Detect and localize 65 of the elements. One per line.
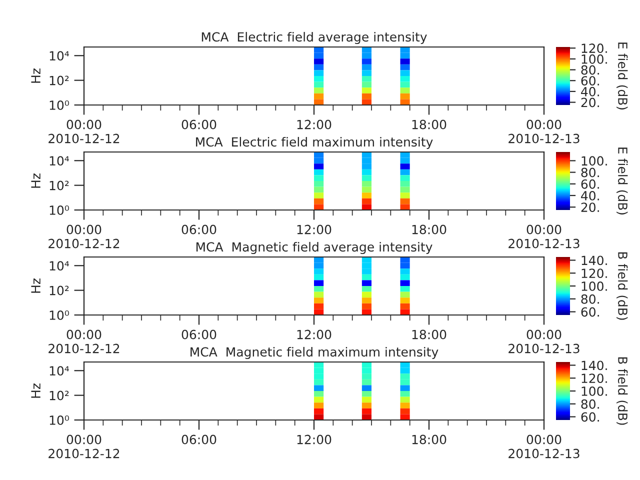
chart-title: MCA Magnetic field average intensity: [196, 242, 432, 254]
x-tick-label: 12:00: [297, 330, 332, 340]
color-bar-label: 120.: [582, 374, 607, 384]
color-bar-label: 80.: [581, 294, 599, 304]
x-tick-label: 12:00: [297, 120, 332, 130]
y-axis-title: Hz: [31, 278, 40, 293]
color-bar-label: 100.: [582, 54, 607, 64]
color-bar-label: 120.: [582, 44, 607, 54]
color-bar-label: 40.: [581, 86, 599, 96]
x-tick-label: 12:00: [297, 434, 332, 444]
y-tick-label: 10⁰: [50, 100, 69, 110]
color-bar-title: B field (dB): [616, 357, 628, 425]
color-bar-label: 140.: [582, 360, 607, 370]
color-bar-label: 80.: [581, 168, 599, 178]
chart-title: MCA Electric field maximum intensity: [196, 136, 433, 150]
x-tick-label: 18:00: [412, 120, 446, 130]
x-tick-label: 00:00 2010-12-12: [48, 120, 120, 144]
x-tick-label: 06:00: [182, 434, 216, 444]
x-tick-label: 00:00 2010-12-13: [508, 434, 580, 458]
y-tick-label: 10⁴: [50, 51, 70, 61]
x-tick-label: 00:00 2010-12-12: [48, 224, 120, 248]
x-tick-label: 00:00 2010-12-12: [48, 434, 120, 458]
chart-title: MCA Magnetic field maximum intensity: [190, 346, 438, 360]
y-tick-label: 10⁴: [50, 261, 70, 271]
x-tick-label: 06:00: [182, 224, 216, 234]
x-tick-label: 00:00 2010-12-13: [508, 330, 580, 354]
color-bar-label: 140.: [582, 256, 607, 266]
chart-title: MCA Electric field average intensity: [202, 32, 427, 44]
x-tick-label: 12:00: [297, 224, 332, 234]
color-bar-label: 100.: [582, 156, 607, 166]
color-bar-label: 80.: [581, 399, 599, 409]
y-tick-label: 10²: [50, 390, 69, 400]
color-bar-label: 80.: [581, 65, 599, 75]
y-tick-label: 10⁴: [50, 156, 70, 166]
color-bar-label: 60.: [581, 76, 599, 86]
color-bar-label: 60.: [581, 307, 599, 317]
y-axis-title: Hz: [31, 384, 40, 398]
x-tick-label: 18:00: [412, 434, 446, 444]
color-bar-label: 100.: [582, 386, 607, 396]
y-axis-title: Hz: [31, 174, 40, 188]
y-tick-label: 10⁰: [50, 415, 69, 425]
color-bar-label: 60.: [581, 179, 599, 189]
x-tick-label: 00:00 2010-12-12: [48, 330, 120, 354]
y-tick-label: 10⁰: [50, 205, 69, 215]
x-tick-label: 06:00: [182, 120, 216, 130]
y-tick-label: 10⁰: [50, 310, 69, 320]
y-tick-label: 10²: [50, 76, 69, 86]
color-bar-label: 60.: [581, 412, 599, 422]
y-tick-label: 10²: [50, 180, 69, 190]
x-tick-label: 18:00: [412, 330, 446, 340]
color-bar-label: 20.: [581, 202, 599, 212]
color-bar-title: E field (dB): [616, 42, 628, 110]
x-tick-label: 00:00 2010-12-13: [508, 120, 580, 144]
x-tick-label: 06:00: [182, 330, 216, 340]
x-tick-label: 00:00 2010-12-13: [508, 224, 580, 248]
x-tick-label: 18:00: [412, 224, 446, 234]
color-bar-label: 20.: [581, 98, 599, 108]
y-tick-label: 10²: [50, 286, 69, 296]
color-bar-label: 120.: [582, 268, 607, 278]
color-bar-label: 40.: [581, 190, 599, 200]
y-axis-title: Hz: [31, 68, 40, 83]
color-bar-title: E field (dB): [616, 148, 628, 214]
y-tick-label: 10⁴: [50, 366, 70, 376]
color-bar-label: 100.: [582, 281, 607, 291]
color-bar-title: B field (dB): [616, 252, 628, 320]
